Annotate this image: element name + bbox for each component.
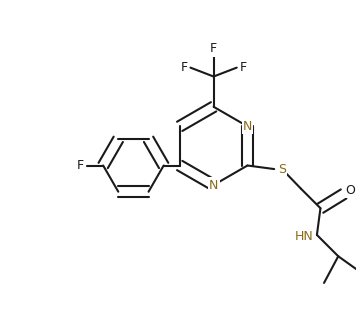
Text: F: F — [240, 61, 247, 74]
Text: N: N — [243, 120, 252, 133]
Text: S: S — [278, 163, 286, 175]
Text: O: O — [345, 184, 355, 197]
Text: F: F — [210, 42, 217, 55]
Text: HN: HN — [295, 230, 314, 243]
Text: F: F — [77, 159, 84, 172]
Text: F: F — [180, 61, 188, 74]
Text: N: N — [209, 179, 218, 192]
